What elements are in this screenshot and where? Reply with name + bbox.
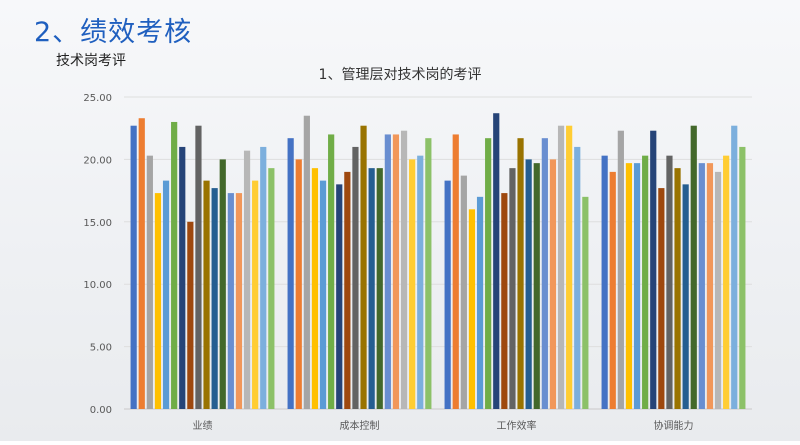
bar-2-14 — [392, 134, 400, 409]
bar-4-13 — [698, 163, 705, 409]
y-tick-label: 25.00 — [83, 93, 112, 104]
bar-1-14 — [235, 193, 243, 409]
x-category-label: 工作效率 — [497, 419, 537, 432]
bar-2-17 — [417, 155, 424, 409]
bar-1-13 — [227, 193, 234, 409]
bar-4-16 — [723, 155, 730, 409]
page-title: 2、绩效考核 — [34, 17, 193, 48]
bar-2-3 — [303, 115, 310, 409]
x-axis-labels: 业绩 成本控制 工作效率 协调能力 — [193, 419, 694, 432]
bar-1-18 — [268, 168, 275, 409]
bar-3-12 — [533, 163, 540, 409]
bar-2-4 — [311, 168, 319, 409]
bar-1-7 — [179, 146, 186, 410]
bar-2-8 — [344, 171, 351, 409]
bar-4-3 — [617, 130, 624, 409]
x-category-label: 业绩 — [193, 419, 213, 432]
bar-2-10 — [360, 125, 367, 409]
bar-3-9 — [509, 168, 516, 409]
bar-4-1 — [601, 155, 608, 409]
bar-2-18 — [425, 138, 432, 409]
bar-1-9 — [195, 125, 202, 409]
bar-3-6 — [485, 138, 492, 409]
bar-3-8 — [501, 193, 508, 409]
x-category-label: 协调能力 — [654, 419, 694, 432]
bar-1-12 — [219, 159, 226, 409]
bar-1-15 — [243, 150, 251, 409]
bar-2-13 — [384, 134, 391, 409]
bar-1-5 — [162, 180, 170, 409]
bar-3-3 — [460, 175, 467, 409]
bar-3-14 — [549, 159, 557, 409]
bar-4-8 — [658, 188, 665, 409]
bar-2-12 — [376, 168, 383, 409]
bar-1-11 — [211, 188, 218, 409]
bar-4-10 — [674, 168, 681, 409]
y-tick-label: 15.00 — [83, 218, 112, 229]
page-subtitle: 技术岗考评 — [56, 53, 126, 69]
bar-1-6 — [171, 121, 178, 410]
bar-4-2 — [609, 171, 616, 409]
bar-4-4 — [625, 163, 633, 409]
bar-3-2 — [452, 134, 459, 409]
bar-1-17 — [260, 146, 267, 410]
bar-1-4 — [154, 193, 162, 409]
bar-3-10 — [517, 138, 524, 409]
bar-1-8 — [187, 221, 194, 409]
bar-3-11 — [525, 159, 532, 409]
y-axis-ticks: 0.00 5.00 10.00 15.00 20.00 25.00 — [83, 93, 112, 416]
bar-1-10 — [203, 180, 210, 409]
bar-4-9 — [666, 155, 673, 409]
bar-4-15 — [714, 171, 722, 409]
bar-4-17 — [731, 125, 738, 409]
bar-3-18 — [582, 196, 589, 409]
bar-4-12 — [690, 125, 697, 409]
bar-3-4 — [468, 209, 476, 409]
bar-1-1 — [130, 125, 137, 409]
bar-3-7 — [493, 113, 500, 409]
chart-gridlines — [124, 96, 752, 410]
bar-4-18 — [739, 146, 746, 410]
bar-2-9 — [352, 146, 359, 410]
y-tick-label: 20.00 — [83, 155, 112, 166]
x-category-label: 成本控制 — [340, 419, 380, 432]
chart-title: 1、管理层对技术岗的考评 — [319, 67, 482, 83]
bar-3-5 — [476, 196, 484, 409]
bar-1-16 — [252, 180, 259, 409]
bar-3-13 — [541, 138, 548, 409]
bar-2-2 — [295, 159, 302, 409]
bar-2-1 — [287, 138, 294, 409]
bar-2-15 — [400, 130, 408, 409]
bar-3-1 — [444, 180, 451, 409]
bar-2-5 — [319, 180, 327, 409]
bar-4-6 — [642, 155, 649, 409]
y-tick-label: 10.00 — [83, 280, 112, 291]
bar-4-11 — [682, 184, 689, 409]
bar-2-16 — [409, 159, 416, 409]
bar-2-11 — [368, 168, 375, 409]
chart-bars — [130, 113, 746, 410]
bar-1-2 — [138, 118, 145, 409]
bar-3-15 — [557, 125, 565, 409]
bar-4-14 — [706, 163, 714, 409]
y-tick-label: 5.00 — [90, 343, 112, 354]
bar-1-3 — [146, 155, 153, 409]
bar-2-7 — [336, 184, 343, 409]
y-tick-label: 0.00 — [90, 405, 112, 416]
bar-2-6 — [328, 134, 335, 409]
bar-3-17 — [574, 146, 581, 410]
bar-4-7 — [650, 130, 657, 409]
bar-4-5 — [633, 163, 641, 409]
bar-3-16 — [566, 125, 573, 409]
